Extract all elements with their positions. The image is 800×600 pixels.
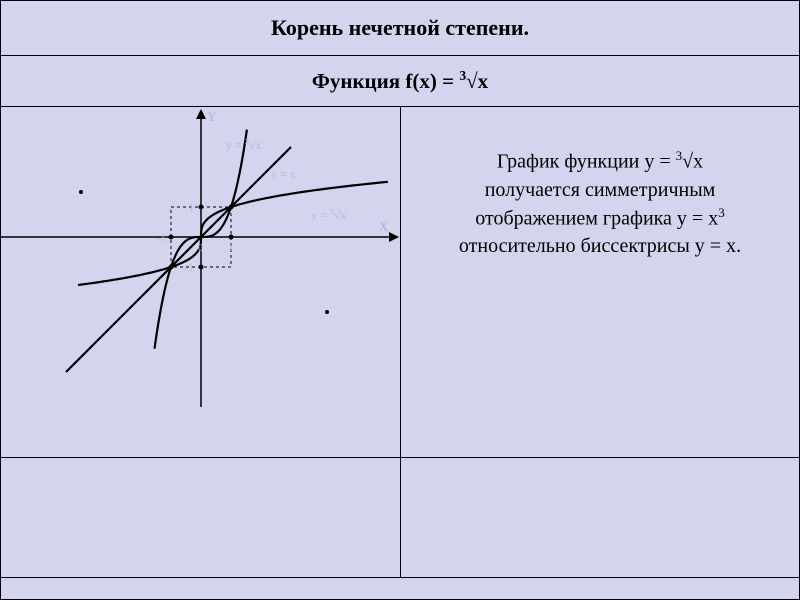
svg-text:X: X xyxy=(379,219,389,234)
curve-label: y = x xyxy=(271,167,296,182)
page-title: Корень нечетной степени. xyxy=(0,0,800,56)
bottom-left-cell xyxy=(1,458,401,577)
desc-l3-prefix: отображением графика y = x xyxy=(475,207,718,229)
subtitle-prefix: Функция f(x) = xyxy=(312,69,460,93)
description-cell: График функции y = 3 √x получается симмет… xyxy=(401,107,799,457)
curve-label: y = 3√x xyxy=(311,207,346,223)
desc-l4: относительно биссектрисы y = x. xyxy=(459,235,741,257)
svg-text:-1: -1 xyxy=(185,263,193,274)
svg-text:0: 0 xyxy=(198,243,203,254)
description-text: График функции y = 3 √x получается симмет… xyxy=(459,147,741,260)
curve-label: y = 3√x xyxy=(226,137,261,153)
desc-l1-suffix: √x xyxy=(682,151,703,173)
desc-l2: получается симметричным xyxy=(485,179,716,201)
desc-l1-prefix: График функции y = xyxy=(497,151,676,173)
subtitle-radical: √x xyxy=(466,69,488,93)
desc-l3-sup: 3 xyxy=(718,205,725,220)
bottom-row xyxy=(0,458,800,578)
chart-svg: 1 -1 1 -1 0 X Y xyxy=(1,107,401,407)
title-text: Корень нечетной степени. xyxy=(271,15,529,40)
content-row: 1 -1 1 -1 0 X Y y = 3√x y = x y = 3√x График фун… xyxy=(0,107,800,458)
chart-cell: 1 -1 1 -1 0 X Y y = 3√x y = x y = 3√x xyxy=(1,107,401,457)
thin-row xyxy=(0,578,800,600)
svg-text:Y: Y xyxy=(207,109,217,124)
svg-text:-1: -1 xyxy=(157,233,165,244)
svg-text:1: 1 xyxy=(189,203,194,214)
subtitle: Функция f(x) = 3√x xyxy=(0,56,800,107)
svg-text:1: 1 xyxy=(229,243,234,254)
